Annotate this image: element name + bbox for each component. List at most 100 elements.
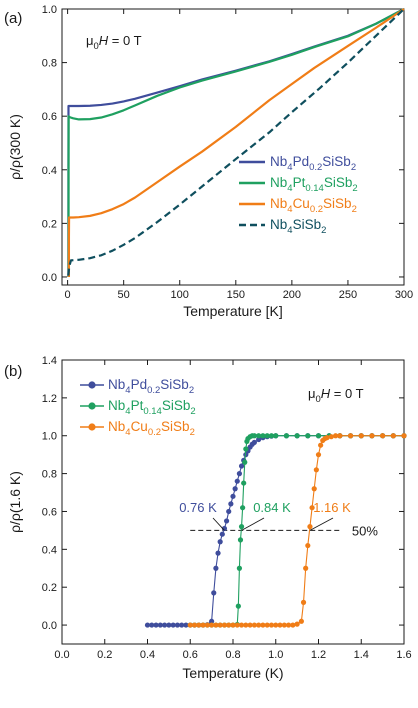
formula-part: Pt [293,175,306,190]
subscript: 4 [287,183,292,194]
data-point-2 [217,622,223,628]
data-point-2 [313,467,319,473]
data-point-2 [307,524,313,530]
y-tick-label: 0.4 [42,165,57,177]
formula-part: SiSb [323,196,352,211]
annotation-part: μ [308,386,316,401]
data-point-2 [230,622,236,628]
data-point-1 [268,433,275,439]
y-tick-label: 1.0 [42,431,57,443]
subscript: 2 [351,162,356,173]
subscript: 0.2 [148,427,161,438]
tc-label-2: 1.16 K [313,500,351,515]
formula-part: Nb [108,377,125,392]
data-point-2 [318,442,324,448]
data-point-2 [303,565,309,571]
formula-part: Nb [270,154,287,169]
y-tick-label: 1.0 [42,4,57,16]
tc-leader-line [309,517,334,531]
series-line-2 [67,8,405,277]
series-line-3 [67,8,405,276]
formula-part: SiSb [322,154,351,169]
x-tick-label: 0.2 [97,649,112,661]
formula-part: Nb [270,175,287,190]
data-point-1 [243,446,249,452]
data-point-1 [238,524,245,530]
data-point-2 [191,622,198,628]
subscript: 4 [287,204,292,215]
data-point-2 [294,621,300,627]
formula-part: Pt [131,398,144,413]
y-tick-label: 0.0 [42,620,57,632]
tc-label-1: 0.84 K [253,500,291,515]
series-line-0 [67,8,405,277]
legend-label-2: Nb4Cu0.2SiSb2 [270,196,357,215]
data-point-2 [300,599,307,605]
subscript: 0.2 [147,385,160,396]
subscript: 2 [352,183,357,194]
y-tick-label: 1.2 [42,393,57,405]
formula-part: Nb [108,398,125,413]
data-point-1 [241,480,247,486]
data-point-2 [234,622,240,628]
annotation-part: H [321,386,331,401]
annotation-part: = 0 T [108,33,141,48]
legend-label-0: Nb4Pd0.2SiSb2 [270,154,356,173]
data-point-0 [236,471,243,477]
formula-part: SiSb [162,398,191,413]
y-tick-label: 1.4 [42,355,57,367]
y-axis-label: ρ/ρ(1.6 K) [7,471,23,533]
data-point-2 [187,622,193,628]
x-tick-label: 250 [339,289,357,301]
y-tick-label: 0.6 [42,506,57,518]
subscript: 4 [125,427,130,438]
subscript: 4 [287,162,292,173]
data-point-2 [251,622,257,628]
subscript: 2 [190,406,195,417]
data-point-2 [337,433,343,439]
formula-part: SiSb [161,419,190,434]
data-point-0 [217,539,223,545]
y-tick-label: 0.8 [42,469,57,481]
data-point-2 [298,618,304,624]
data-point-0 [153,622,159,628]
subscript: 2 [321,225,326,236]
data-point-2 [347,433,354,439]
data-point-2 [315,452,322,458]
formula-part: Nb [270,217,287,232]
data-point-0 [234,478,240,484]
data-point-2 [358,433,364,439]
x-tick-label: 100 [171,289,189,301]
data-point-0 [223,518,230,524]
data-point-1 [236,565,243,571]
legend-marker-1 [88,402,96,410]
data-point-0 [162,622,168,628]
data-point-2 [281,622,287,628]
data-point-2 [264,622,270,628]
midpoint-label: 50% [352,523,378,538]
subscript: 0.2 [309,162,322,173]
data-point-0 [166,622,172,628]
subscript: 4 [125,385,130,396]
formula-part: SiSb [324,175,353,190]
data-point-2 [324,435,330,441]
data-point-1 [242,459,248,465]
series-line-1 [67,8,405,277]
legend-label-2: Nb4Cu0.2SiSb2 [108,419,195,438]
annotation-part: H [99,33,109,48]
x-tick-label: 1.2 [311,649,326,661]
legend-marker-2 [88,423,96,431]
x-axis-label: Temperature [K] [183,303,283,319]
data-point-2 [247,622,253,628]
data-point-0 [232,486,238,492]
subscript: 0.14 [305,183,324,194]
data-point-2 [209,622,215,628]
data-point-0 [211,590,217,596]
data-point-2 [273,622,279,628]
data-point-0 [219,531,225,537]
data-point-2 [311,486,317,492]
data-point-0 [221,525,228,532]
data-point-2 [200,622,206,628]
y-tick-label: 0.6 [42,111,57,123]
